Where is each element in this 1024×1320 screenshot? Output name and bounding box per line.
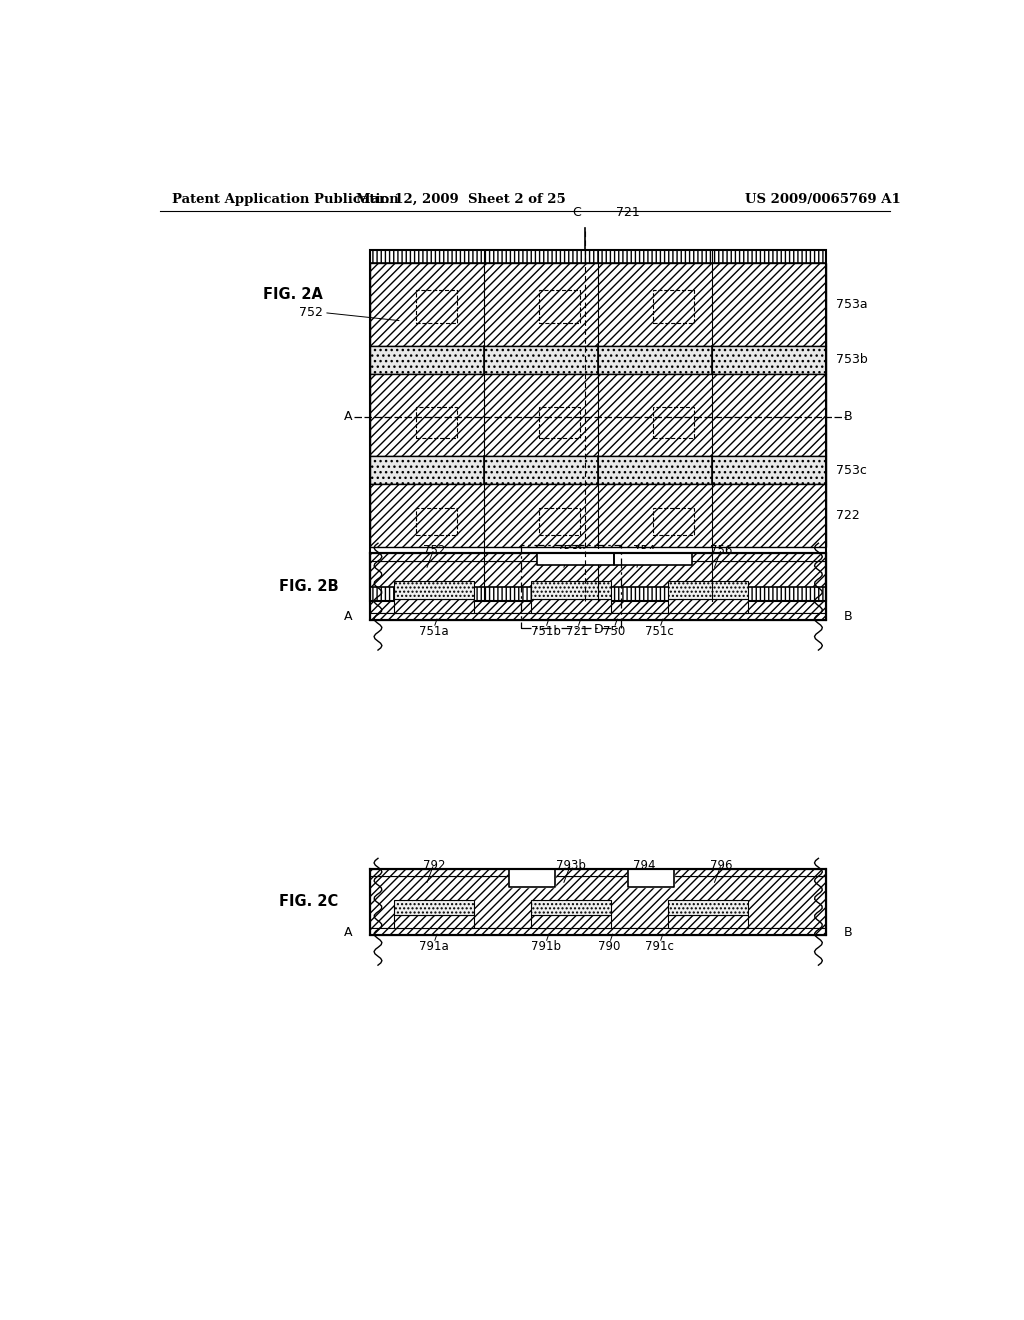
Bar	[530, 581, 610, 598]
Text: 790: 790	[598, 940, 621, 953]
Bar	[370, 612, 826, 619]
Text: 722: 722	[836, 510, 859, 523]
Bar	[668, 900, 748, 915]
Text: 753b: 753b	[556, 544, 586, 557]
Bar	[370, 553, 826, 619]
Bar	[394, 900, 474, 915]
Bar	[370, 587, 826, 601]
Text: 753b: 753b	[836, 354, 867, 366]
Text: D: D	[593, 623, 603, 636]
Bar	[370, 561, 826, 612]
Bar	[530, 915, 610, 928]
Text: 754: 754	[633, 544, 655, 557]
Text: A: A	[344, 925, 352, 939]
Bar	[653, 289, 694, 322]
Text: FIG. 2B: FIG. 2B	[279, 579, 338, 594]
Text: 751c: 751c	[645, 626, 674, 638]
Text: US 2009/0065769 A1: US 2009/0065769 A1	[744, 193, 900, 206]
Bar	[370, 553, 826, 561]
Bar	[370, 457, 826, 484]
Text: 752: 752	[423, 544, 445, 557]
Polygon shape	[509, 869, 555, 887]
Text: 721: 721	[566, 626, 589, 638]
Text: B: B	[844, 610, 852, 623]
Bar	[668, 915, 748, 928]
Bar	[370, 249, 826, 601]
Text: 751b: 751b	[530, 626, 561, 638]
Text: C: C	[572, 206, 581, 219]
Bar	[370, 346, 826, 374]
Text: 753c: 753c	[836, 463, 866, 477]
Text: 721: 721	[616, 206, 640, 219]
Bar	[614, 549, 692, 565]
Text: 752: 752	[299, 306, 323, 319]
Bar	[394, 598, 474, 612]
Text: FIG. 2A: FIG. 2A	[263, 286, 323, 302]
Text: 753a: 753a	[836, 298, 867, 312]
Bar	[530, 900, 610, 915]
Bar	[370, 876, 826, 928]
Polygon shape	[628, 869, 674, 887]
Bar	[370, 869, 826, 876]
Bar	[370, 869, 826, 935]
Bar	[539, 508, 580, 535]
Text: 796: 796	[711, 859, 732, 873]
Text: FIG. 2C: FIG. 2C	[279, 894, 338, 909]
Text: 793b: 793b	[556, 859, 586, 873]
Bar	[394, 915, 474, 928]
Bar	[416, 407, 457, 438]
Text: B: B	[844, 925, 852, 939]
Text: Mar. 12, 2009  Sheet 2 of 25: Mar. 12, 2009 Sheet 2 of 25	[356, 193, 566, 206]
Bar	[416, 508, 457, 535]
Bar	[370, 374, 826, 457]
Bar	[653, 407, 694, 438]
Bar	[668, 598, 748, 612]
Bar	[370, 928, 826, 935]
Text: 791b: 791b	[530, 940, 561, 953]
Text: A: A	[344, 411, 352, 422]
Text: 792: 792	[423, 859, 445, 873]
Bar	[416, 289, 457, 322]
Bar	[370, 249, 826, 263]
Text: 751a: 751a	[419, 626, 449, 638]
Text: A: A	[344, 610, 352, 623]
Text: Patent Application Publication: Patent Application Publication	[172, 193, 398, 206]
Bar	[537, 549, 614, 565]
Bar	[653, 508, 694, 535]
Bar	[668, 581, 748, 598]
Bar	[539, 289, 580, 322]
Text: 791a: 791a	[419, 940, 449, 953]
Bar	[394, 581, 474, 598]
Bar	[530, 598, 610, 612]
Text: 794: 794	[633, 859, 655, 873]
Bar	[539, 407, 580, 438]
Bar	[370, 263, 826, 346]
Text: B: B	[844, 411, 852, 422]
Text: 791c: 791c	[645, 940, 674, 953]
Text: 756: 756	[711, 544, 732, 557]
Text: 750: 750	[603, 626, 626, 638]
Bar	[370, 484, 826, 548]
